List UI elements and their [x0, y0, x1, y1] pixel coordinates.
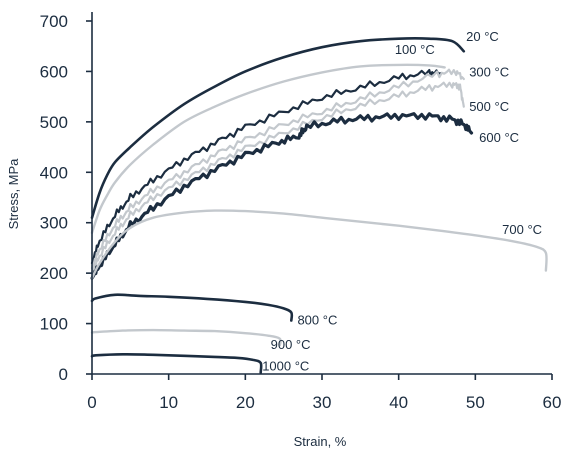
series-line-300-c [90, 69, 442, 265]
x-tick-label: 30 [313, 393, 332, 412]
y-tick-label: 0 [59, 365, 68, 384]
y-tick-label: 300 [40, 214, 68, 233]
series-label: 600 °C [479, 130, 519, 145]
series-label: 1000 °C [262, 358, 309, 373]
y-axis-title: Stress, MPa [6, 158, 21, 230]
x-tick-label: 0 [87, 393, 96, 412]
series-labels-group: 20 °C 100 °C 300 °C 500 °C 600 °C 700 °C 800 °… [262, 29, 542, 373]
series-label: 500 °C [469, 99, 509, 114]
y-tick-label: 200 [40, 264, 68, 283]
y-tick-label: 600 [40, 62, 68, 81]
series-label: 300 °C [469, 64, 509, 79]
series-line-300-c [90, 68, 465, 270]
series-line-100-c [90, 63, 446, 234]
series-label: 700 °C [502, 222, 542, 237]
series-line-700-c [90, 209, 548, 280]
x-tick-label: 50 [466, 393, 485, 412]
series-line-800-c [90, 293, 294, 322]
series-label: 100 °C [395, 42, 435, 57]
y-tick-label: 700 [40, 12, 68, 31]
x-tick-label: 10 [159, 393, 178, 412]
y-tick-label: 100 [40, 315, 68, 334]
curves-group [90, 37, 548, 374]
y-tick-label: 500 [40, 113, 68, 132]
series-label: 800 °C [297, 313, 337, 328]
series-label: 20 °C [466, 29, 499, 44]
y-tick-label: 400 [40, 163, 68, 182]
series-label: 900 °C [271, 337, 311, 352]
x-tick-label: 40 [389, 393, 408, 412]
x-axis-title: Strain, % [294, 434, 347, 449]
series-line-900-c [90, 328, 282, 347]
series-line-1000-c [90, 352, 263, 374]
x-tick-label: 60 [543, 393, 562, 412]
series-line-600-c [90, 112, 474, 280]
series-line-20-c [90, 37, 466, 219]
x-tick-label: 20 [236, 393, 255, 412]
